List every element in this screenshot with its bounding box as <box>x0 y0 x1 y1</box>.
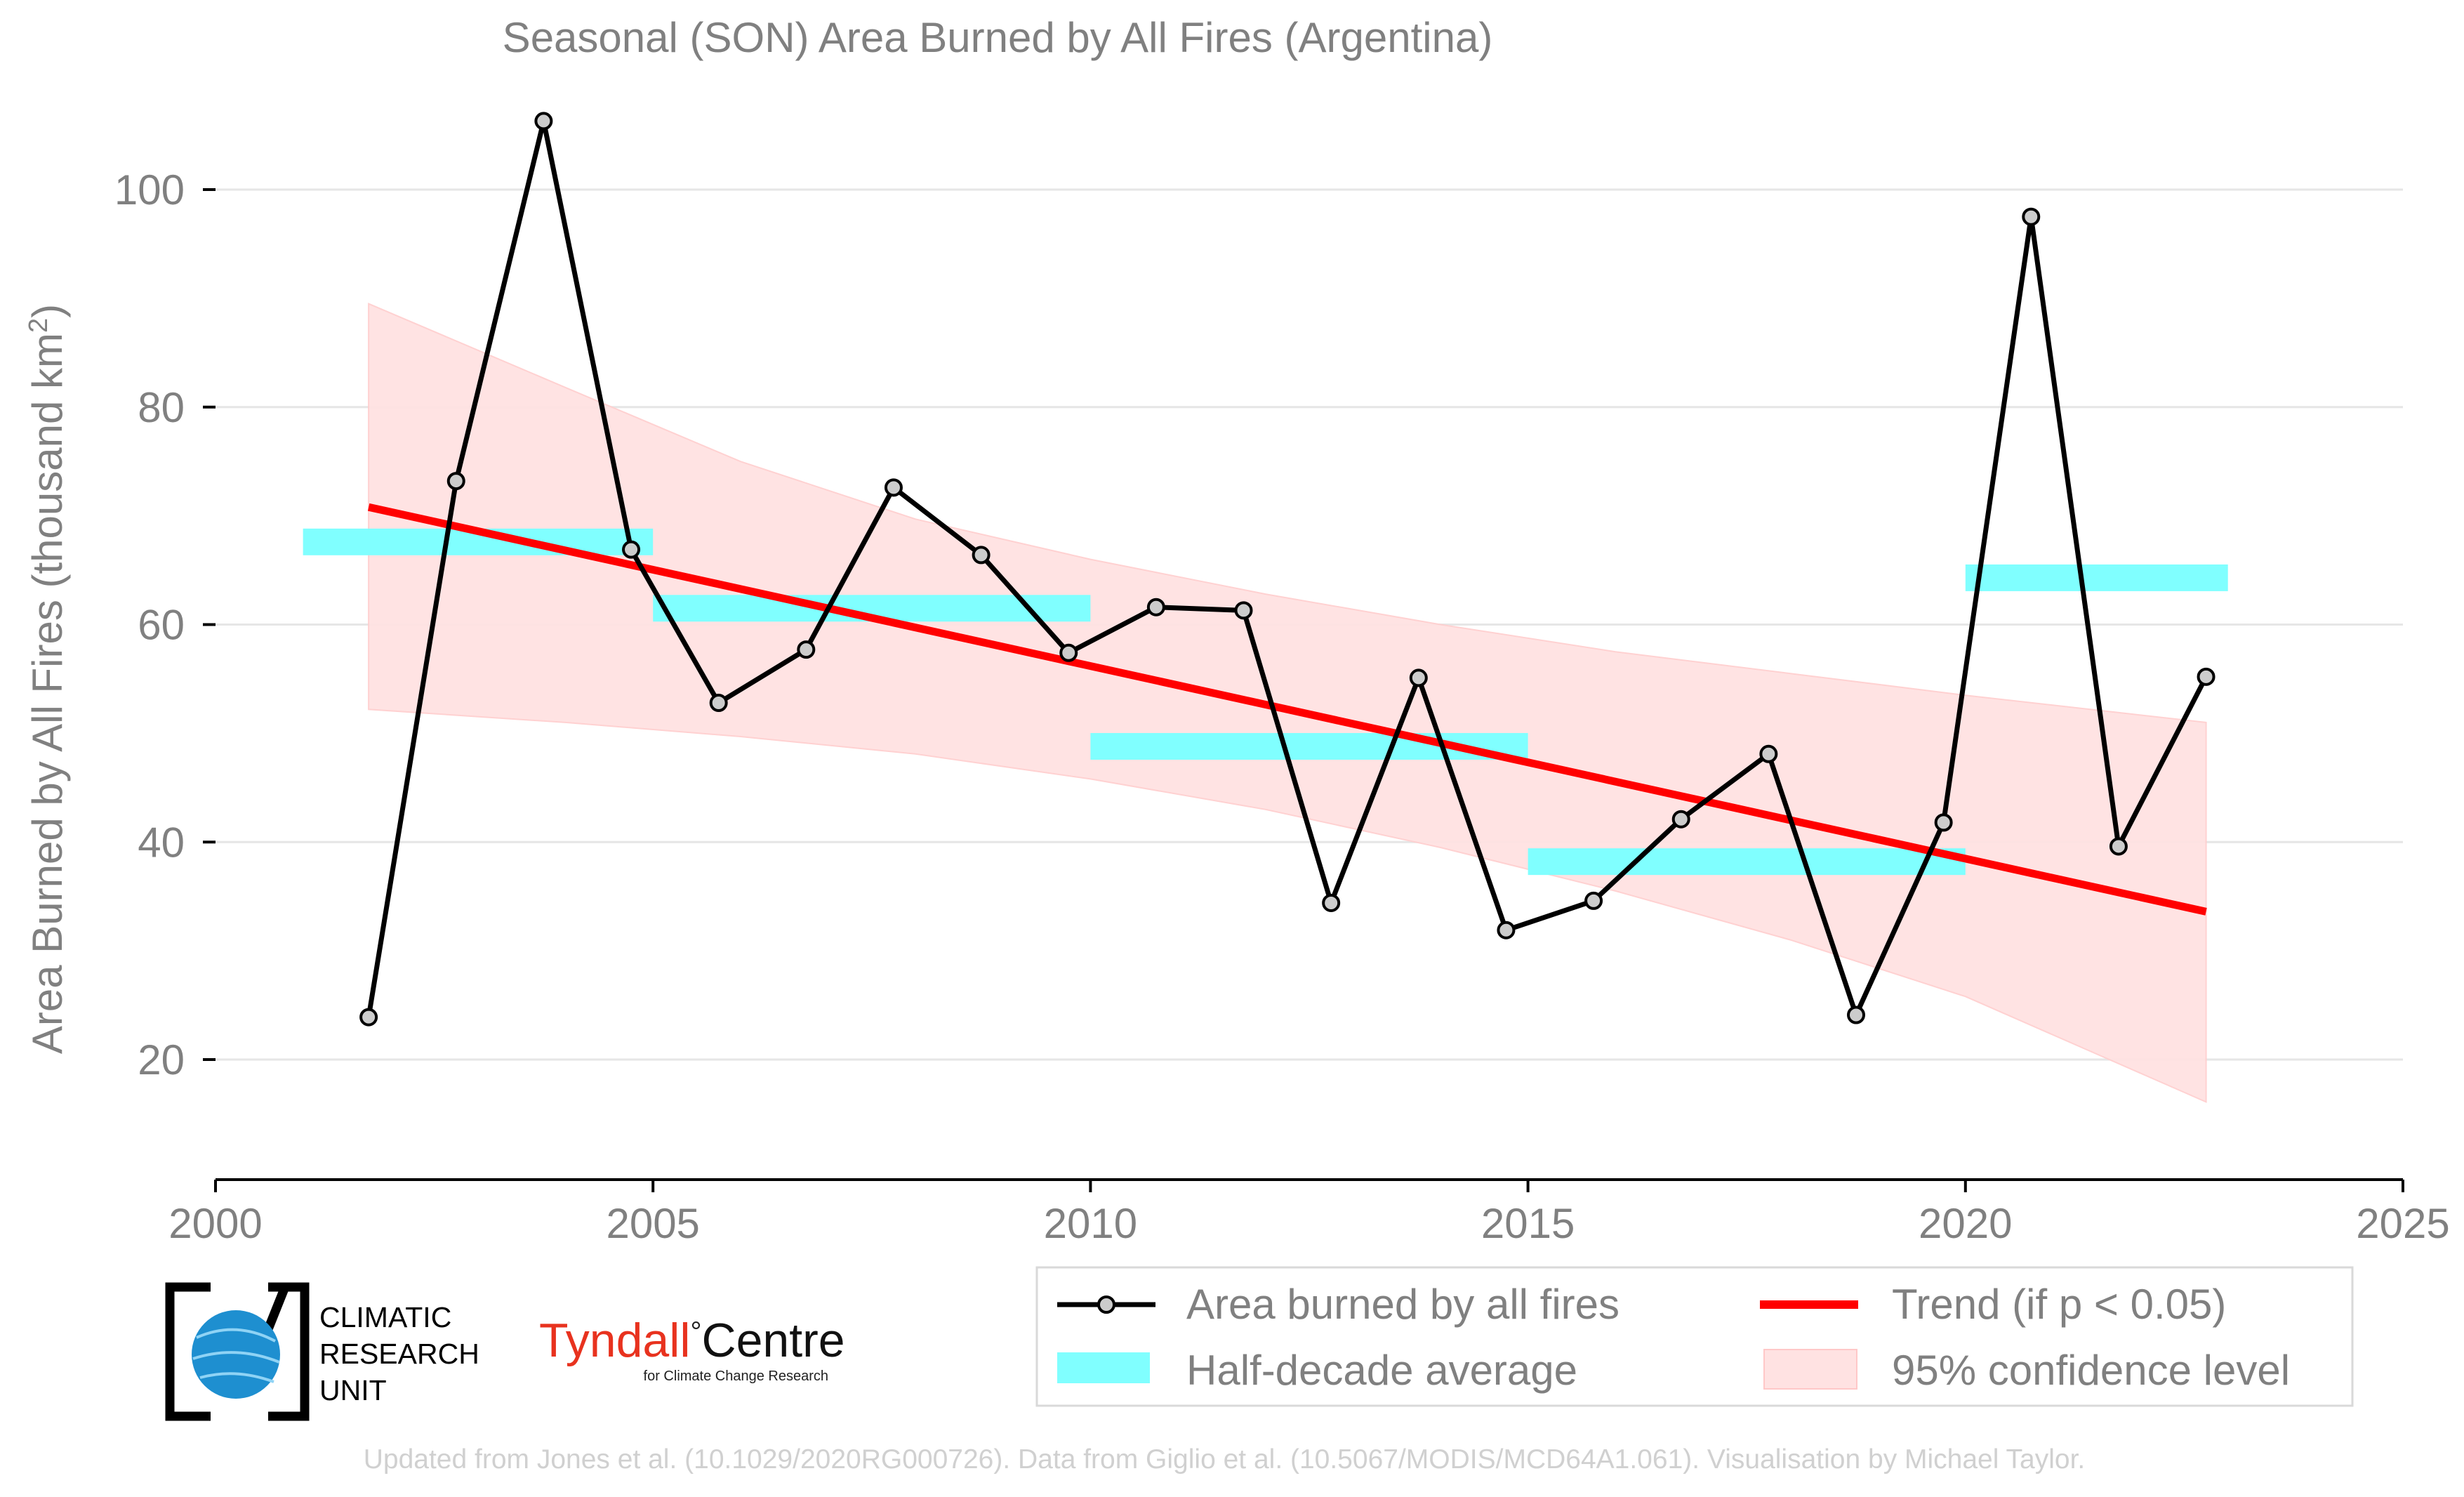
y-tick-label-80: 80 <box>138 384 185 431</box>
legend-label-half-decade-average: Half-decade average <box>1186 1347 1577 1394</box>
data-point-4 <box>622 540 641 559</box>
cru-logo-line2: RESEARCH <box>319 1338 479 1370</box>
y-axis-ticks: 20 40 60 80 100 <box>114 166 216 1083</box>
cru-logo: CLIMATIC RESEARCH UNIT <box>165 1282 479 1421</box>
cru-logo-bracket-right <box>268 1282 310 1421</box>
x-tick-label-2025: 2025 <box>2356 1200 2449 1247</box>
data-point-16 <box>1671 810 1690 829</box>
tyndall-logo-word: Tyndall <box>539 1314 690 1367</box>
y-axis-label-superscript: 2 <box>24 318 53 333</box>
legend-box <box>1035 1266 2354 1407</box>
half-decade-average-bar-4 <box>1528 848 1966 876</box>
legend-label-confidence: 95% confidence level <box>1892 1347 2290 1394</box>
data-point-6 <box>797 640 816 659</box>
y-axis-label-main: Area Burned by All Fires (thousand km <box>24 333 71 1054</box>
tyndall-logo-centre: Centre <box>701 1314 844 1367</box>
x-tick-label-2010: 2010 <box>1044 1200 1137 1247</box>
trend-line <box>367 503 2207 916</box>
data-point-17 <box>1759 744 1778 763</box>
credit-text: Updated from Jones et al. (10.1029/2020R… <box>364 1444 2086 1475</box>
data-point-19 <box>1934 813 1953 832</box>
globe-icon-lines <box>192 1328 280 1383</box>
data-point-10 <box>1146 598 1165 616</box>
legend-swatch-half-decade-average <box>1057 1352 1150 1383</box>
confidence-band-layer <box>368 303 2207 1103</box>
cru-logo-line3: UNIT <box>319 1374 387 1406</box>
legend-swatch-confidence <box>1763 1349 1857 1390</box>
data-point-8 <box>972 546 991 565</box>
data-point-22 <box>2197 667 2215 686</box>
legend-label-area-burned: Area burned by all fires <box>1186 1281 1620 1328</box>
data-point-3 <box>534 112 553 131</box>
data-point-2 <box>446 472 465 491</box>
y-tick-label-100: 100 <box>114 166 185 213</box>
x-tick-label-2020: 2020 <box>1919 1200 2012 1247</box>
tyndall-logo-degree: ° <box>690 1317 701 1347</box>
x-tick-label-2000: 2000 <box>168 1200 262 1247</box>
data-point-1 <box>359 1008 378 1027</box>
data-point-15 <box>1584 891 1603 910</box>
svg-text:Tyndall°Centre: Tyndall°Centre <box>539 1314 845 1367</box>
data-point-5 <box>709 694 728 713</box>
half-decade-average-bar-5 <box>1965 564 2228 591</box>
tyndall-centre-logo: Tyndall°Centre for Climate Change Resear… <box>539 1314 845 1384</box>
y-axis-label: Area Burned by All Fires (thousand km2) <box>24 304 71 1054</box>
data-point-18 <box>1847 1005 1865 1024</box>
x-tick-label-2005: 2005 <box>606 1200 699 1247</box>
data-point-7 <box>884 478 903 497</box>
cru-logo-bracket-left <box>165 1282 211 1421</box>
tyndall-logo-subtitle: for Climate Change Research <box>644 1369 828 1384</box>
area-burned-series-layer <box>359 112 2215 1027</box>
y-tick-label-60: 60 <box>138 602 185 649</box>
data-point-13 <box>1409 668 1428 687</box>
legend-marker-area-burned <box>1097 1295 1115 1314</box>
cru-logo-line1: CLIMATIC <box>319 1301 451 1333</box>
legend-label-trend: Trend (if p < 0.05) <box>1892 1281 2226 1328</box>
data-point-20 <box>2022 207 2041 226</box>
data-point-9 <box>1059 643 1078 662</box>
trend-line-layer <box>367 503 2207 916</box>
chart-title: Seasonal (SON) Area Burned by All Fires … <box>503 14 1493 61</box>
confidence-band <box>368 303 2207 1103</box>
y-tick-label-40: 40 <box>138 819 185 866</box>
data-point-14 <box>1497 921 1516 939</box>
x-axis: 2000 2005 2010 2015 2020 2025 <box>168 1178 2450 1247</box>
y-tick-label-20: 20 <box>138 1036 185 1083</box>
data-point-11 <box>1234 601 1253 620</box>
series-line-area-burned <box>366 118 2208 1018</box>
y-axis-label-close: ) <box>24 304 71 318</box>
x-tick-label-2015: 2015 <box>1481 1200 1575 1247</box>
data-point-21 <box>2109 837 2128 856</box>
data-point-12 <box>1322 893 1341 912</box>
legend: Area burned by all fires Trend (if p < 0… <box>1035 1266 2354 1407</box>
